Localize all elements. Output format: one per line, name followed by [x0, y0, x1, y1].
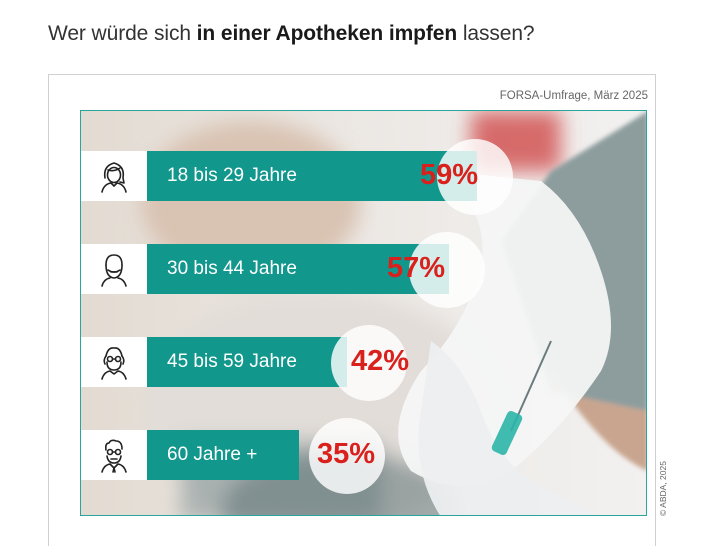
bar-label: 45 bis 59 Jahre [167, 351, 297, 372]
bar-label: 30 bis 44 Jahre [167, 258, 297, 279]
old-man-icon [81, 430, 147, 480]
percent-label: 42% [351, 345, 410, 377]
bar: 60 Jahre + [147, 430, 299, 480]
copyright-note: © ABDA, 2025 [658, 461, 668, 516]
title-part-2: in einer Apotheken impfen [196, 22, 458, 45]
background-photo: 18 bis 29 Jahre 59% 30 bis 44 Jahre 57% [80, 110, 647, 516]
percent-label: 35% [317, 438, 376, 470]
title-part-3: lassen? [457, 22, 535, 45]
bar-label: 18 bis 29 Jahre [167, 165, 297, 186]
bar: 45 bis 59 Jahre [147, 337, 347, 387]
young-woman-icon [81, 151, 147, 201]
source-note: FORSA-Umfrage, März 2025 [499, 90, 648, 102]
percent-circle [409, 232, 485, 308]
bearded-man-icon [81, 244, 147, 294]
chart-frame [48, 74, 656, 546]
percent-circle [331, 325, 407, 401]
bar-label: 60 Jahre + [167, 444, 258, 465]
title-part-1: Wer würde sich [48, 22, 197, 45]
chart-title: Wer würde sich in einer Apotheken impfen… [48, 22, 535, 46]
woman-with-glasses-icon [81, 337, 147, 387]
percent-circle [437, 139, 513, 215]
percent-label: 59% [420, 159, 479, 191]
percent-label: 57% [387, 252, 446, 284]
bar: 18 bis 29 Jahre [147, 151, 477, 201]
percent-circle [309, 418, 385, 494]
bar: 30 bis 44 Jahre [147, 244, 449, 294]
